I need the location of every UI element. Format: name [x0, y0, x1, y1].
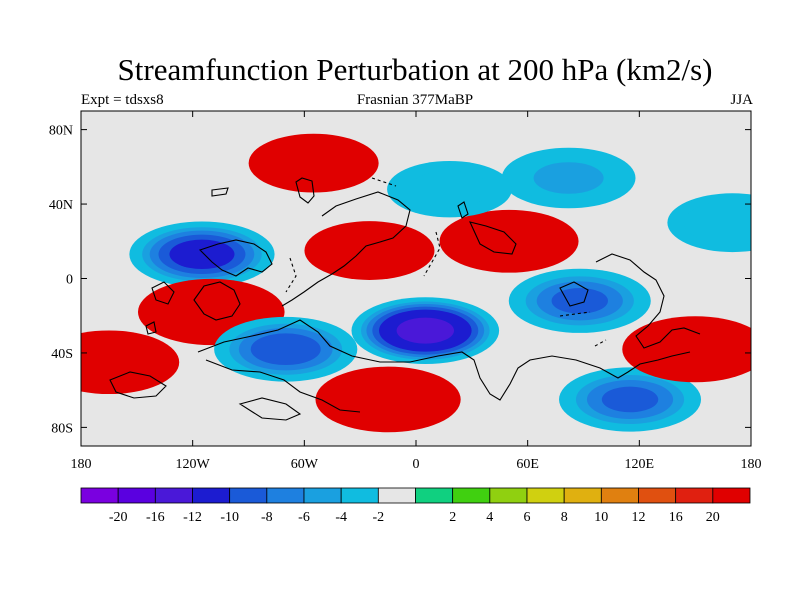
streamfunction-field [81, 111, 751, 446]
period-label: Frasnian 377MaBP [356, 92, 474, 108]
coastline-east-landmass [469, 221, 701, 349]
anomaly-center [129, 221, 275, 288]
anomaly-center [559, 367, 702, 432]
anomaly-center [508, 268, 651, 333]
x-tick-label: 180 [741, 457, 762, 472]
colorbar-label: -6 [298, 510, 310, 525]
coastline-islands [285, 177, 607, 347]
anomaly-center [137, 278, 285, 346]
y-tick-label: 0 [66, 273, 73, 288]
anomaly-center [667, 193, 751, 253]
colorbar-label: 2 [449, 510, 456, 525]
colorbar-swatch [526, 487, 565, 504]
colorbar-swatch [600, 487, 639, 504]
coastline-south-landmass [109, 319, 691, 421]
contour-band [683, 200, 751, 245]
colorbar-label: 8 [561, 510, 568, 525]
colorbar-swatch [154, 487, 193, 504]
anomaly-center [501, 147, 636, 209]
chart-title: Streamfunction Perturbation at 200 hPa (… [117, 52, 713, 87]
experiment-label: Expt = tdsxs8 [81, 92, 164, 108]
colorbar-swatch [80, 487, 119, 504]
x-tick-label: 0 [413, 457, 420, 472]
colorbar-swatch [266, 487, 305, 504]
colorbar-label: 10 [594, 510, 608, 525]
season-label: JJA [730, 92, 753, 108]
colorbar-label: -20 [109, 510, 128, 525]
colorbar-swatch [415, 487, 454, 504]
anomaly-center [622, 316, 751, 383]
colorbar-label: -16 [146, 510, 165, 525]
anomaly-center [315, 366, 461, 433]
colorbar-label: 4 [486, 510, 493, 525]
contour-band [170, 293, 253, 331]
y-tick-label: 80N [49, 124, 73, 139]
colorbar-swatch [563, 487, 602, 504]
x-tick-label: 120W [176, 457, 211, 472]
y-tick-label: 80S [51, 421, 73, 436]
y-tick-label: 40N [49, 198, 73, 213]
colorbar-swatch [675, 487, 714, 504]
anomaly-center [214, 316, 358, 382]
anomaly-center [81, 330, 180, 395]
anomaly-center [351, 297, 500, 365]
colorbar-swatch [229, 487, 268, 504]
contour-band [81, 344, 148, 380]
colorbar-swatch [117, 487, 156, 504]
contour-band [477, 227, 541, 256]
x-tick-label: 60W [291, 457, 319, 472]
y-tick-label: 40S [51, 347, 73, 362]
colorbar-swatch [303, 487, 342, 504]
contour-band [265, 141, 363, 186]
coastline-west-landmass [151, 239, 273, 321]
anomaly-center [304, 221, 435, 280]
axis-ticks: 180 120W 60W 0 60E 120E 180 80N 40N 0 40S 80S [49, 111, 762, 472]
contour-band [250, 333, 321, 366]
colorbar-swatch [712, 487, 751, 504]
contour-band [169, 239, 235, 270]
colorbar-swatch [452, 487, 491, 504]
colorbar-swatch [340, 487, 379, 504]
colorbar-label: -4 [335, 510, 347, 525]
contour-band [551, 288, 608, 314]
coastline-north-landmass [281, 177, 411, 307]
colorbar: -20 -16 -12 -10 -8 -6 -4 -2 2 4 6 8 10 12 16 20 [80, 487, 751, 525]
x-tick-label: 60E [516, 457, 539, 472]
colorbar-swatch [638, 487, 677, 504]
contour-band [320, 228, 418, 273]
contour-band [396, 317, 455, 344]
contour-band [658, 332, 733, 367]
colorbar-label: -10 [220, 510, 239, 525]
colorbar-label: 12 [632, 510, 646, 525]
x-tick-label: 180 [71, 457, 92, 472]
colorbar-label: 6 [524, 510, 531, 525]
colorbar-label: 20 [706, 510, 720, 525]
contour-band [601, 386, 659, 413]
anomaly-center [248, 133, 379, 193]
x-tick-label: 120E [625, 457, 655, 472]
anomaly-center [439, 209, 579, 273]
colorbar-swatch [377, 487, 416, 504]
contour-band [355, 384, 421, 415]
anomaly-center [387, 160, 512, 218]
colorbar-swatch [192, 487, 231, 504]
colorbar-label: -8 [261, 510, 273, 525]
coastlines [109, 177, 701, 421]
coastline-small-islands [145, 187, 469, 335]
contour-band [408, 170, 491, 208]
contour-band [533, 162, 604, 194]
colorbar-label: -2 [372, 510, 384, 525]
colorbar-swatch [489, 487, 528, 504]
colorbar-label: 16 [669, 510, 683, 525]
colorbar-label: -12 [183, 510, 202, 525]
